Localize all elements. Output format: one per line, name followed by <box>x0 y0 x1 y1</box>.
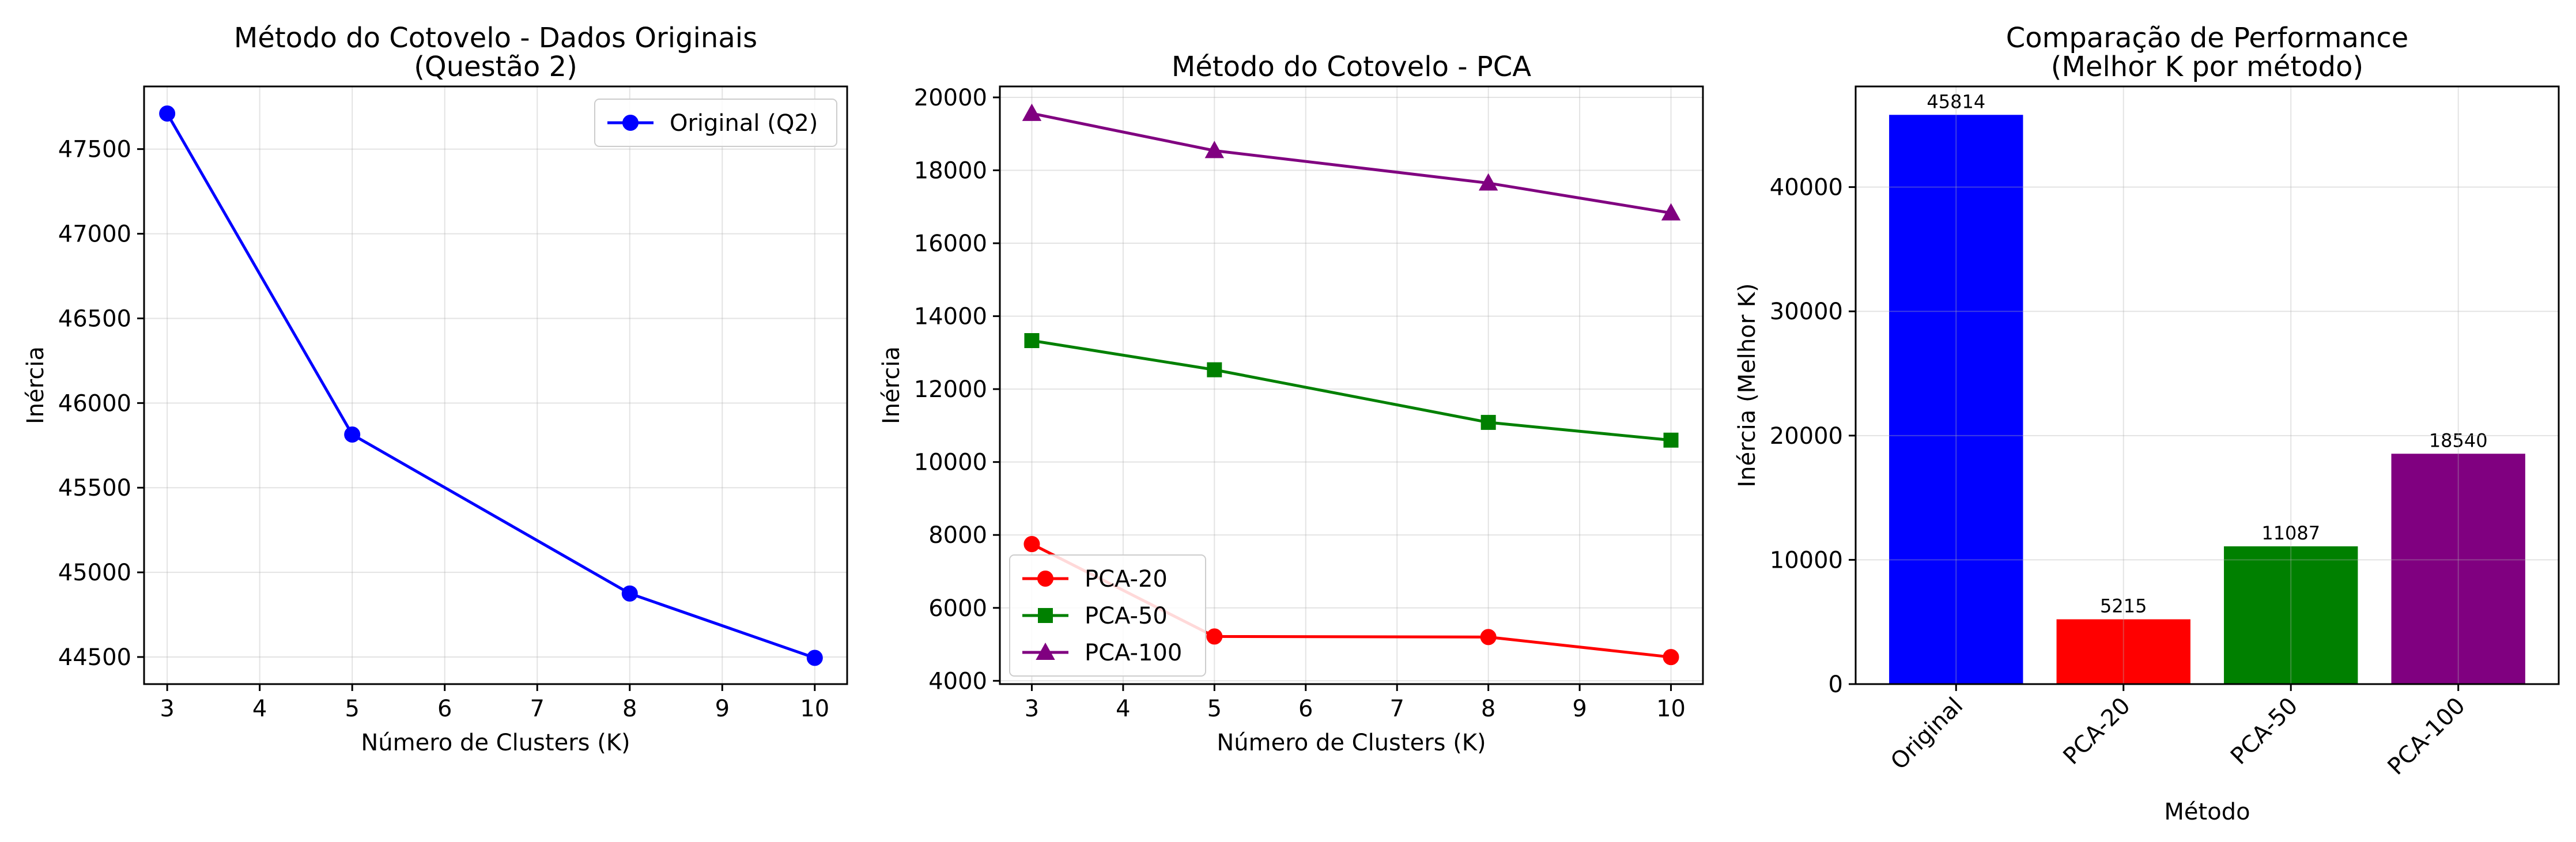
bar <box>2056 619 2190 684</box>
line-chart-2: 3 4 5 6 7 8 9 10 4000 6000 8000 10000 12000 14000 1600… <box>878 51 1704 756</box>
x-tick-label: 4 <box>252 696 267 722</box>
y-axis-label: Inércia (Melhor K) <box>1734 283 1761 487</box>
bar-chart-3: 0 10000 20000 30000 40000 45814 5215 11087 18540… <box>1734 22 2560 825</box>
y-tick-label: 30000 <box>1770 299 1843 325</box>
y-tick-label: 8000 <box>928 522 987 549</box>
bar-value-label: 11087 <box>2261 522 2320 544</box>
x-tick-label: 9 <box>715 696 730 722</box>
y-tick-label: 14000 <box>914 304 987 330</box>
chart-title: (Questão 2) <box>414 51 577 83</box>
bar <box>2224 546 2358 684</box>
x-tick-label: 9 <box>1572 696 1587 722</box>
x-tick-label: 10 <box>1656 696 1686 722</box>
y-tick-label: 45500 <box>58 475 131 501</box>
x-axis-label: Método <box>2164 799 2250 825</box>
y-tick-label: 47500 <box>58 137 131 163</box>
y-tick-label: 6000 <box>928 595 987 622</box>
legend-label: PCA-50 <box>1085 603 1168 629</box>
x-tick-label: 7 <box>1389 696 1404 722</box>
data-point <box>1204 141 1225 158</box>
legend-marker <box>1038 608 1053 623</box>
y-tick-label: 20000 <box>1770 423 1843 450</box>
series-line <box>1031 112 1671 215</box>
x-tick-label: 6 <box>1298 696 1313 722</box>
x-axis-label: Número de Clusters (K) <box>361 730 630 756</box>
x-tick-label: Original <box>1886 693 1968 775</box>
legend-box <box>1009 554 1206 677</box>
y-tick-label: 18000 <box>914 158 987 184</box>
x-tick-label: PCA-100 <box>2383 693 2471 780</box>
data-point <box>1480 414 1496 430</box>
y-axis-label: Inércia <box>22 346 49 424</box>
chart-title: (Melhor K por método) <box>2051 51 2363 83</box>
data-point <box>1661 203 1681 221</box>
legend-marker <box>1037 571 1053 587</box>
x-tick-label: PCA-50 <box>2226 693 2303 770</box>
data-point <box>1663 649 1679 666</box>
data-point <box>1024 333 1040 348</box>
x-tick-label: 3 <box>1025 696 1039 722</box>
data-point <box>1480 629 1497 645</box>
y-tick-label: 47000 <box>58 221 131 248</box>
data-point <box>1663 432 1679 448</box>
y-tick-label: 16000 <box>914 231 987 257</box>
legend-label: PCA-100 <box>1085 640 1182 666</box>
y-tick-label: 44500 <box>58 644 131 671</box>
data-point <box>1022 103 1042 121</box>
bar <box>1889 115 2023 685</box>
legend-box <box>594 99 837 147</box>
x-tick-label: 7 <box>530 696 545 722</box>
x-tick-label: 8 <box>1481 696 1495 722</box>
y-axis-label: Inércia <box>878 346 905 424</box>
legend-label: Original (Q2) <box>670 110 818 137</box>
x-tick-label: 4 <box>1116 696 1130 722</box>
data-point <box>344 426 361 443</box>
data-point <box>1478 173 1498 191</box>
data-point <box>159 105 176 122</box>
y-tick-label: 45000 <box>58 560 131 586</box>
x-tick-label: 5 <box>1207 696 1222 722</box>
x-tick-label: 3 <box>160 696 174 722</box>
data-point <box>621 585 638 602</box>
y-tick-label: 40000 <box>1770 175 1843 201</box>
chart-title: Comparação de Performance <box>2006 22 2409 54</box>
chart-title: Método do Cotovelo - PCA <box>1172 51 1531 83</box>
bar <box>2391 454 2525 684</box>
y-tick-label: 20000 <box>914 85 987 111</box>
data-point <box>806 650 823 666</box>
bar-value-label: 5215 <box>2100 595 2147 617</box>
data-point <box>1206 628 1223 645</box>
x-tick-label: PCA-20 <box>2058 693 2136 770</box>
legend-marker <box>622 115 639 131</box>
y-tick-label: 0 <box>1829 671 1843 698</box>
y-tick-label: 46500 <box>58 305 131 332</box>
chart-title: Método do Cotovelo - Dados Originais <box>234 22 757 54</box>
x-tick-label: 8 <box>622 696 637 722</box>
y-tick-label: 12000 <box>914 376 987 403</box>
axes-frame <box>143 85 848 685</box>
x-tick-label: 6 <box>437 696 452 722</box>
legend-label: PCA-20 <box>1085 566 1168 592</box>
bar-value-label: 45814 <box>1927 90 1985 112</box>
x-tick-label: 10 <box>800 696 829 722</box>
y-tick-label: 46000 <box>58 390 131 417</box>
series-line <box>165 112 815 659</box>
bar-value-label: 18540 <box>2429 429 2488 451</box>
x-tick-label: 5 <box>345 696 359 722</box>
y-tick-label: 10000 <box>1770 547 1843 573</box>
line-chart-1: 3 4 5 6 7 8 9 10 44500 45000 45500 46000 46500 47000 4… <box>22 22 848 756</box>
y-tick-label: 10000 <box>914 450 987 476</box>
axes-frame <box>999 85 1704 685</box>
y-tick-label: 4000 <box>928 668 987 694</box>
legend-marker <box>1036 642 1055 660</box>
x-axis-label: Número de Clusters (K) <box>1217 730 1486 756</box>
series-line <box>1032 339 1671 442</box>
axes-frame <box>1854 85 2560 685</box>
data-point <box>1207 362 1222 377</box>
data-point <box>1023 536 1040 553</box>
